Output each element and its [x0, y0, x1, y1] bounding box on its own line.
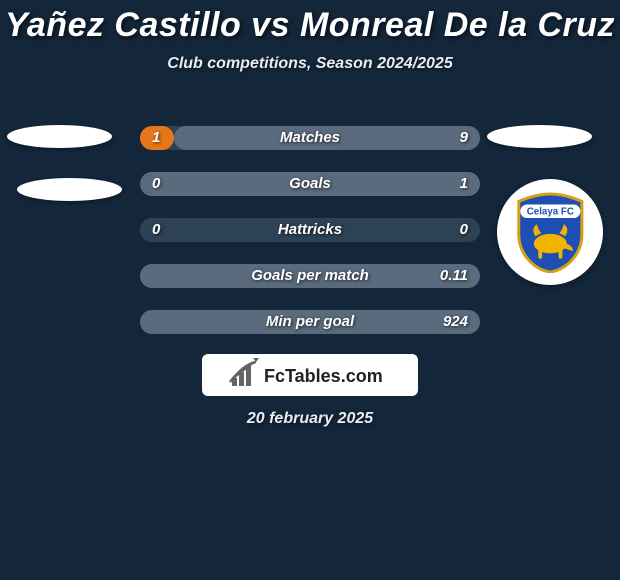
page-title: Yañez Castillo vs Monreal De la Cruz: [0, 0, 620, 45]
stat-row: 19Matches: [140, 126, 480, 150]
svg-text:Celaya FC: Celaya FC: [526, 206, 573, 217]
watermark-icon: FcTables.com: [202, 354, 418, 396]
stat-label: Goals per match: [140, 264, 480, 288]
date-text: 20 february 2025: [0, 410, 620, 428]
stat-label: Min per goal: [140, 310, 480, 334]
right-player-marker: [487, 125, 592, 148]
subtitle: Club competitions, Season 2024/2025: [0, 55, 620, 73]
stat-row: 00Hattricks: [140, 218, 480, 242]
stat-row: 924Min per goal: [140, 310, 480, 334]
stat-label: Hattricks: [140, 218, 480, 242]
left-player-marker-1: [7, 125, 112, 148]
watermark: FcTables.com: [202, 354, 418, 396]
left-player-marker-2: [17, 178, 122, 201]
stat-row: 01Goals: [140, 172, 480, 196]
club-badge: Celaya FC: [497, 179, 603, 285]
stat-label: Goals: [140, 172, 480, 196]
svg-text:FcTables.com: FcTables.com: [264, 366, 383, 386]
stat-label: Matches: [140, 126, 480, 150]
stats-chart: 19Matches 01Goals 00Hattricks 0.11Goals per…: [140, 126, 480, 356]
club-crest-icon: Celaya FC: [509, 191, 592, 274]
stat-row: 0.11Goals per match: [140, 264, 480, 288]
